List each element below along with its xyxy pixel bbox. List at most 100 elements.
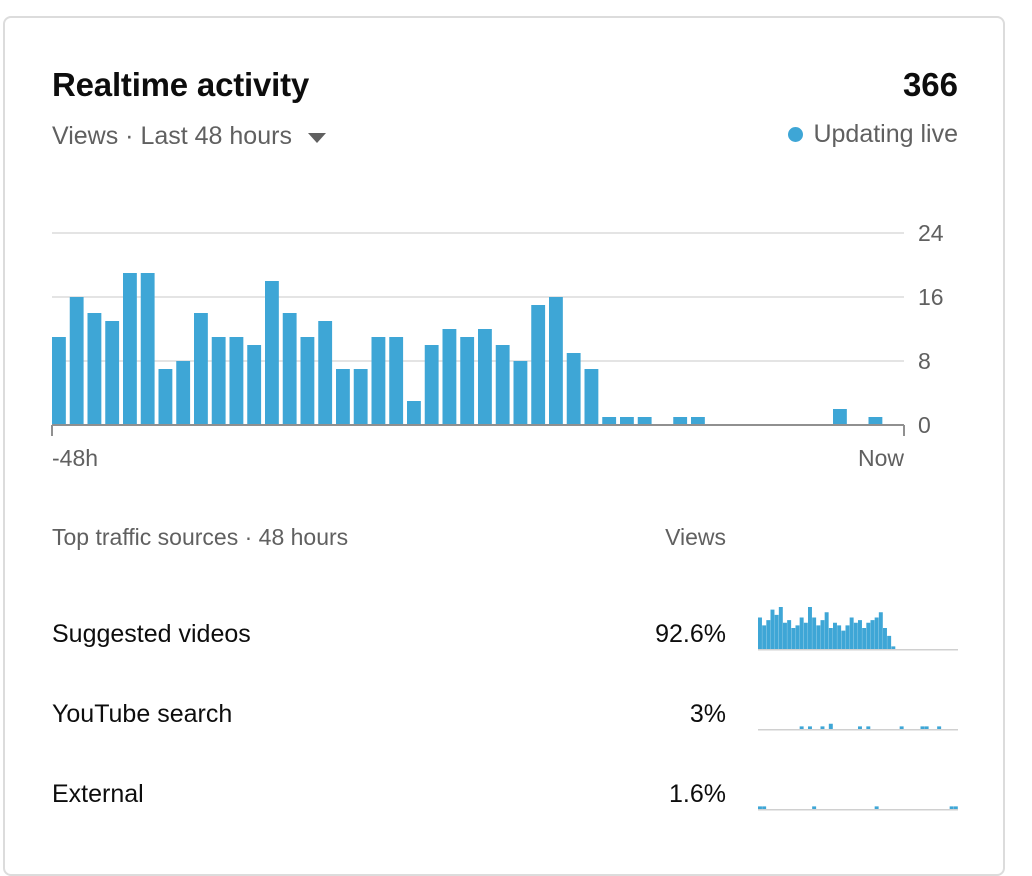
spark-bar	[766, 620, 771, 649]
x-start-label: -48h	[52, 445, 98, 471]
spark-bar	[841, 630, 846, 649]
view-bar	[229, 337, 244, 425]
view-bar	[158, 369, 173, 425]
view-bar	[353, 369, 368, 425]
spark-bar	[866, 622, 871, 649]
view-bar	[566, 353, 581, 425]
view-bar	[123, 273, 137, 425]
spark-bar	[862, 628, 867, 649]
spark-bar	[887, 635, 892, 649]
view-bar	[691, 417, 705, 425]
spark-bar	[853, 622, 858, 649]
view-bar	[194, 313, 208, 425]
spark-bar	[799, 617, 804, 649]
realtime-card	[3, 16, 1005, 876]
view-bar	[549, 297, 563, 425]
spark-bar	[866, 726, 871, 729]
y-tick-label: 8	[918, 348, 931, 374]
view-bar	[336, 369, 350, 425]
view-bar	[602, 417, 617, 425]
y-tick-label: 0	[918, 412, 931, 438]
spark-bar	[845, 625, 850, 649]
source-percent-youtube-search: 3%	[689, 700, 726, 728]
spark-bar	[937, 726, 942, 729]
view-bar	[300, 337, 315, 425]
spark-bar	[833, 622, 837, 649]
live-dot-icon	[788, 127, 804, 142]
spark-bar	[812, 806, 817, 809]
spark-bar	[820, 726, 825, 729]
spark-bar	[799, 726, 804, 729]
y-tick-label: 16	[918, 284, 944, 310]
spark-bar	[858, 726, 862, 729]
view-bar	[531, 305, 546, 425]
spark-bar	[858, 620, 862, 649]
spark-bar	[920, 726, 925, 729]
spark-bar	[808, 607, 812, 649]
view-bar	[442, 329, 457, 425]
spark-bar	[824, 612, 829, 649]
view-bar	[176, 361, 191, 425]
live-status: Updating live	[788, 120, 958, 149]
x-end-label: Now	[858, 445, 904, 471]
spark-bar	[791, 628, 796, 649]
view-bar	[513, 361, 528, 425]
live-label: Updating live	[813, 120, 958, 148]
view-bar	[87, 313, 102, 425]
view-bar	[833, 409, 847, 425]
spark-bar	[774, 614, 779, 649]
view-bar	[69, 297, 84, 425]
spark-bar	[816, 625, 821, 649]
spark-bar	[837, 625, 842, 649]
view-bar	[211, 337, 226, 425]
views-column-heading: Views	[665, 524, 726, 550]
spark-bar	[758, 617, 762, 649]
spark-bar	[870, 620, 875, 649]
view-bar	[584, 369, 599, 425]
spark-bar	[762, 625, 767, 649]
realtime-total: 366	[902, 66, 958, 103]
range-label: Views · Last 48 hours	[52, 122, 292, 150]
spark-bar	[795, 625, 800, 649]
spark-bar	[828, 628, 833, 649]
view-bar	[371, 337, 386, 425]
source-label-external: External	[52, 780, 144, 808]
spark-bar	[762, 806, 767, 809]
spark-bar	[899, 726, 904, 729]
spark-bar	[812, 617, 817, 649]
sparkline-external	[758, 806, 958, 811]
spark-bar	[849, 617, 854, 649]
view-bar	[105, 321, 120, 425]
view-bar	[247, 345, 262, 425]
spark-bar	[874, 806, 879, 809]
view-bar	[52, 337, 66, 425]
view-bar	[673, 417, 688, 425]
spark-bar	[924, 726, 929, 729]
caret-down-icon	[307, 132, 326, 143]
spark-bar	[787, 620, 792, 649]
spark-bar	[783, 622, 787, 649]
card-title: Realtime activity	[52, 66, 310, 103]
spark-bar	[803, 622, 808, 649]
y-tick-label: 24	[918, 220, 944, 246]
spark-bar	[949, 806, 954, 809]
spark-bar	[828, 723, 833, 729]
source-label-youtube-search: YouTube search	[52, 700, 233, 728]
view-bar	[265, 281, 279, 425]
spark-bar	[891, 646, 896, 649]
view-bar	[460, 337, 475, 425]
view-bar	[620, 417, 634, 425]
view-bar	[478, 329, 492, 425]
view-bar	[407, 401, 421, 425]
sparkline-suggested	[758, 607, 958, 651]
spark-bar	[758, 806, 762, 809]
spark-bar	[778, 607, 783, 649]
spark-bar	[808, 726, 812, 729]
view-bar	[868, 417, 883, 425]
spark-bar	[820, 620, 825, 649]
view-bar	[282, 313, 297, 425]
spark-bar	[874, 617, 879, 649]
traffic-sources-heading: Top traffic sources · 48 hours	[52, 524, 349, 550]
range-dropdown[interactable]: Views · Last 48 hours	[52, 122, 326, 151]
spark-bar	[883, 628, 887, 649]
